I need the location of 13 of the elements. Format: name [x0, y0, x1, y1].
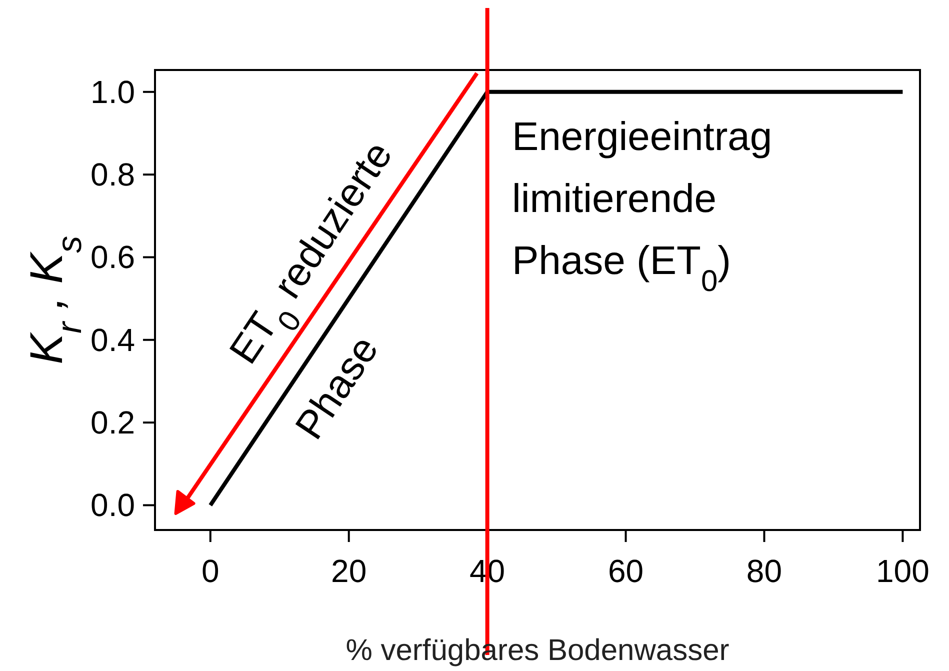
x-tick-label: 100	[876, 553, 930, 589]
y-tick-label: 1.0	[90, 74, 135, 110]
annotation: Energieeintrag limitierende Phase (ET$_{0}$)	[512, 115, 772, 298]
y-tick-label: 0.6	[90, 239, 135, 276]
y-tick-label: 0.0	[90, 487, 135, 524]
y-tick-label: 0.2	[90, 404, 135, 441]
x-tick-label: 60	[608, 553, 644, 589]
y-tick-label: 0.4	[90, 322, 135, 358]
y-tick-label: 0.8	[90, 156, 135, 193]
x-tick-label: 80	[746, 553, 782, 589]
x-tick-label: 20	[331, 553, 367, 589]
x-tick-label: 0	[201, 553, 220, 589]
x-axis-title: % verfügbares Bodenwasser	[346, 634, 730, 667]
